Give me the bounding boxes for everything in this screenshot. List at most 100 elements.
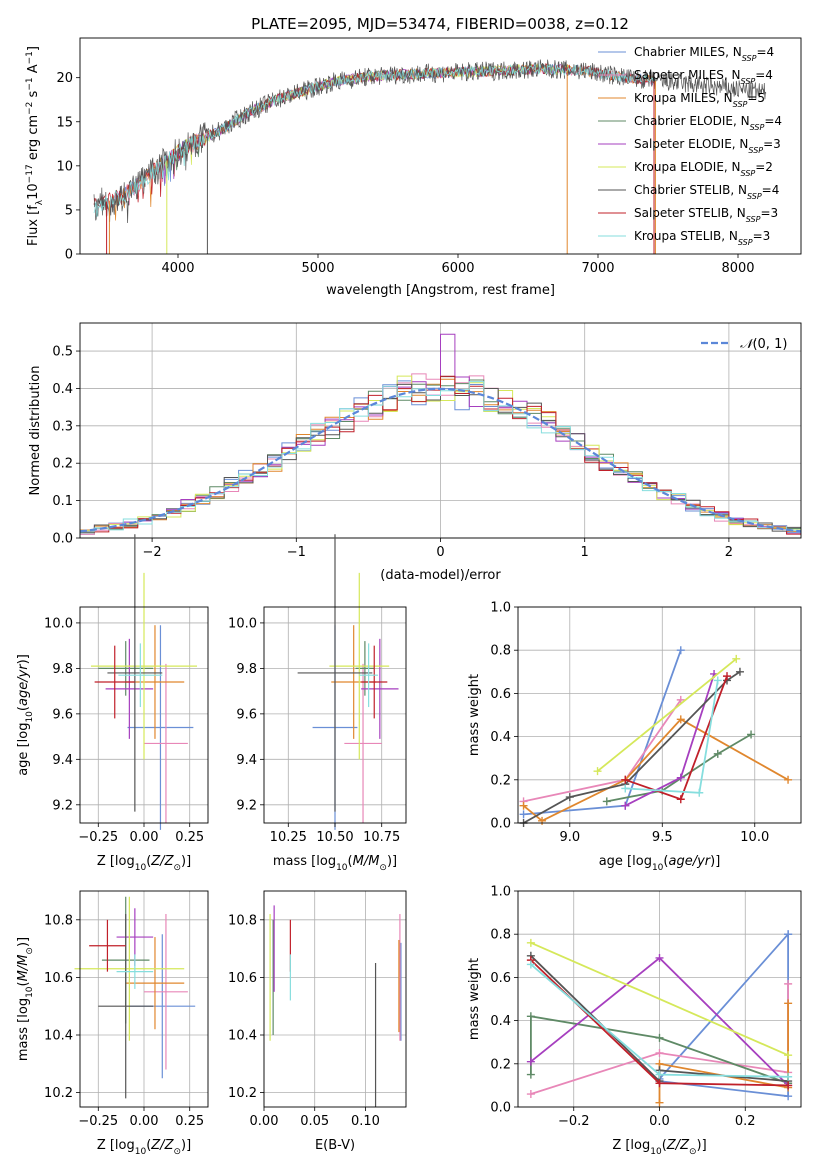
axes-frame bbox=[263, 890, 407, 1108]
plot-area bbox=[297, 534, 399, 830]
weight-marker bbox=[526, 1090, 535, 1099]
y-tick-label: 1.0 bbox=[490, 601, 511, 616]
y-axis-label: age [log10(age/yr)] bbox=[16, 654, 35, 776]
weight-marker bbox=[621, 775, 630, 784]
y-tick-label: 0.8 bbox=[490, 644, 511, 659]
x-axis-label: Z [log10(Z/Z⊙)] bbox=[97, 1138, 191, 1157]
x-tick-label: 1 bbox=[581, 545, 589, 560]
x-tick-label: 6000 bbox=[441, 261, 474, 276]
legend-entry: Salpeter ELODIE, NSSP=3 bbox=[634, 137, 781, 155]
weight-marker bbox=[784, 930, 793, 939]
weight-marker bbox=[695, 788, 704, 797]
weight-marker bbox=[621, 801, 630, 810]
plot-area bbox=[79, 333, 802, 538]
weight-marker bbox=[784, 1051, 793, 1060]
y-tick-label: 10.4 bbox=[44, 1029, 73, 1044]
x-tick-label: 7000 bbox=[581, 261, 614, 276]
weight-marker bbox=[676, 773, 685, 782]
y-tick-label: 0.2 bbox=[490, 773, 511, 788]
legend-entry: Kroupa ELODIE, NSSP=2 bbox=[634, 160, 773, 178]
weight-marker bbox=[676, 646, 685, 655]
plot-area bbox=[519, 646, 793, 827]
weight-marker bbox=[723, 672, 732, 681]
y-tick-label: 9.8 bbox=[52, 662, 73, 677]
weight-marker bbox=[747, 730, 756, 739]
y-tick-label: 10.2 bbox=[228, 1086, 257, 1101]
y-tick-label: 0.8 bbox=[490, 928, 511, 943]
axes-frame bbox=[263, 606, 407, 824]
x-tick-label: 5000 bbox=[301, 261, 334, 276]
weight-marker bbox=[526, 1012, 535, 1021]
weight-marker bbox=[732, 654, 741, 663]
x-axis-label: mass [log10(M/M⊙)] bbox=[273, 854, 397, 873]
x-tick-label: −0.25 bbox=[78, 830, 118, 845]
y-tick-label: 1.0 bbox=[490, 885, 511, 900]
y-tick-label: 9.2 bbox=[236, 798, 257, 813]
y-tick-label: 0.0 bbox=[490, 817, 511, 832]
panel-8: −0.2 0.0 0.2 0.0 0.2 0.4 0.6 0.8 1.0 Z [log10(Z/Z… bbox=[467, 885, 802, 1157]
weight-marker bbox=[784, 1072, 793, 1081]
x-axis-label: age [log10(age/yr)] bbox=[599, 854, 721, 873]
y-tick-label: 9.6 bbox=[236, 707, 257, 722]
weight-marker bbox=[655, 953, 664, 962]
legend-entry: Salpeter STELIB, NSSP=3 bbox=[634, 206, 778, 224]
x-axis-label: Z [log10(Z/Z⊙)] bbox=[612, 1138, 706, 1157]
y-axis-label: mass weight bbox=[467, 674, 482, 756]
plot-area bbox=[269, 905, 402, 1107]
y-tick-label: 10.0 bbox=[228, 616, 257, 631]
panel-5: 9.0 9.5 10.0 0.0 0.2 0.4 0.6 0.8 1.0 age [log10(a… bbox=[467, 601, 802, 873]
legend-entry: Kroupa STELIB, NSSP=3 bbox=[634, 229, 770, 247]
y-tick-label: 0.2 bbox=[52, 457, 73, 472]
weight-marker bbox=[565, 793, 574, 802]
x-tick-label: 0 bbox=[436, 545, 444, 560]
y-tick-label: 10.8 bbox=[228, 913, 257, 928]
y-tick-label: 10.6 bbox=[44, 971, 73, 986]
x-tick-label: 2 bbox=[725, 545, 733, 560]
y-tick-label: 20 bbox=[56, 71, 73, 86]
x-tick-label: 10.25 bbox=[270, 830, 307, 845]
y-tick-label: 10 bbox=[56, 159, 73, 174]
legend-entry: Salpeter MILES, NSSP=4 bbox=[634, 68, 773, 86]
weight-line bbox=[530, 1015, 789, 1085]
weight-marker bbox=[676, 695, 685, 704]
weight-marker bbox=[602, 797, 611, 806]
panel-6: −0.25 0.00 0.25 10.2 10.4 10.6 10.8 Z [log10(Z/… bbox=[16, 890, 209, 1157]
y-axis-label: Normed distribution bbox=[28, 366, 43, 496]
weight-marker bbox=[655, 1070, 664, 1079]
legend-entry: Chabrier ELODIE, NSSP=4 bbox=[634, 114, 782, 132]
y-tick-label: 5 bbox=[65, 203, 73, 218]
x-axis-label: E(B-V) bbox=[315, 1138, 355, 1153]
y-axis-label: Flux [fλ10−17 erg cm−2 s−1 A−1] bbox=[25, 46, 45, 246]
panel-7: 0.00 0.05 0.10 10.2 10.4 10.6 10.8 E(B-V) bbox=[228, 890, 407, 1153]
x-tick-label: −2 bbox=[143, 545, 162, 560]
weight-marker bbox=[735, 667, 744, 676]
spectrum-line bbox=[93, 59, 767, 224]
weight-marker bbox=[519, 810, 528, 819]
axes-frame bbox=[79, 606, 209, 824]
legend-entry: Chabrier STELIB, NSSP=4 bbox=[634, 183, 779, 201]
y-tick-label: 9.4 bbox=[52, 753, 73, 768]
x-tick-label: 0.00 bbox=[250, 1114, 279, 1129]
y-tick-label: 0.5 bbox=[52, 345, 73, 360]
x-tick-label: −0.25 bbox=[78, 1114, 118, 1129]
x-tick-label: −0.2 bbox=[558, 1114, 590, 1129]
y-tick-label: 0.3 bbox=[52, 419, 73, 434]
y-tick-label: 0 bbox=[65, 248, 73, 263]
axes-frame bbox=[517, 890, 802, 1108]
weight-marker bbox=[655, 1049, 664, 1057]
x-tick-label: 0.05 bbox=[300, 1114, 329, 1129]
weight-marker bbox=[621, 784, 630, 793]
y-tick-label: 0.2 bbox=[490, 1057, 511, 1072]
weight-marker bbox=[519, 801, 528, 810]
x-tick-label: 10.0 bbox=[740, 830, 769, 845]
spectrum-line bbox=[93, 63, 654, 218]
weight-marker bbox=[713, 676, 722, 685]
axes-frame bbox=[79, 890, 209, 1108]
legend-entry: Chabrier MILES, NSSP=4 bbox=[634, 45, 774, 63]
x-axis-label: Z [log10(Z/Z⊙)] bbox=[97, 854, 191, 873]
spectrum-line bbox=[163, 63, 571, 171]
weight-marker bbox=[526, 960, 535, 969]
x-tick-label: 4000 bbox=[161, 261, 194, 276]
weight-line bbox=[596, 658, 737, 772]
